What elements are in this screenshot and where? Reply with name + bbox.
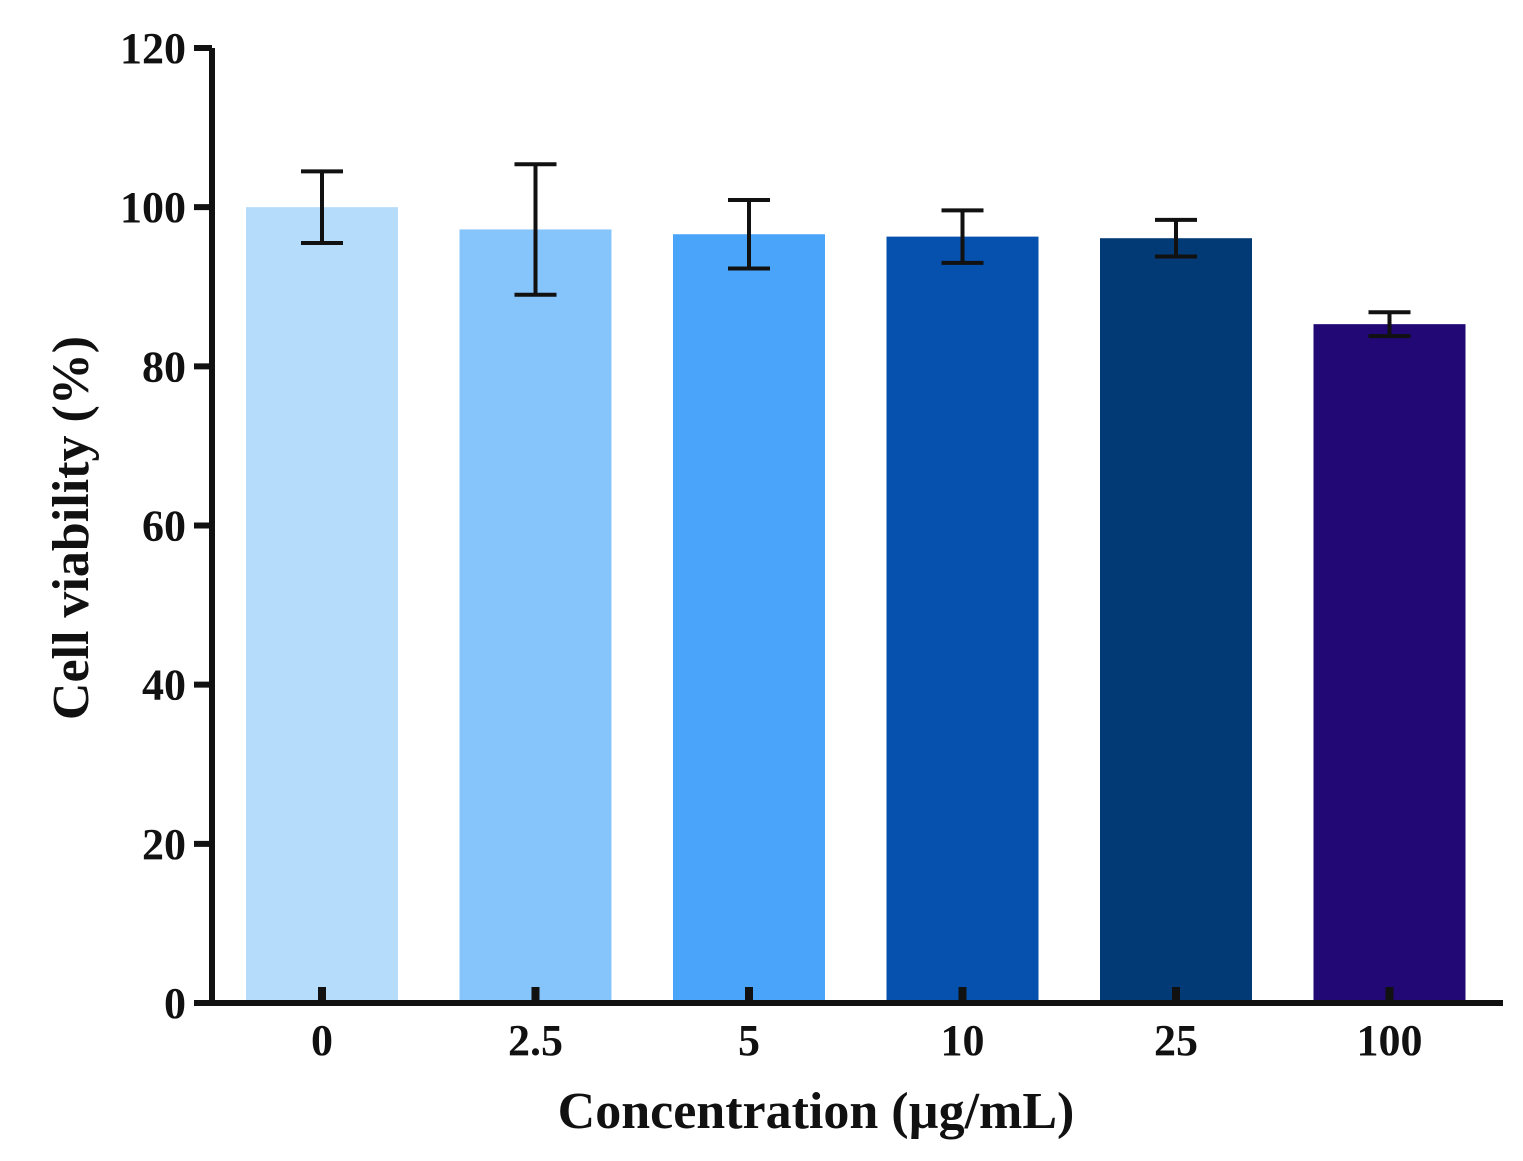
x-axis-title: Concentration (µg/mL) bbox=[558, 1083, 1075, 1140]
y-tick-label-80: 80 bbox=[142, 342, 186, 391]
y-tick-label-0: 0 bbox=[164, 979, 186, 1028]
bar-5 bbox=[673, 234, 825, 1004]
x-ticks-layer: 0 2.5 5 10 25 100 bbox=[311, 987, 1423, 1065]
x-tick-label-25: 25 bbox=[1154, 1016, 1198, 1065]
x-tick-label-0: 0 bbox=[311, 1016, 333, 1065]
x-tick-label-100: 100 bbox=[1357, 1016, 1423, 1065]
y-tick-label-100: 100 bbox=[120, 183, 186, 232]
error-bars-layer bbox=[301, 162, 1411, 339]
bar-25 bbox=[1100, 238, 1252, 1003]
x-tick-label-5: 5 bbox=[738, 1016, 760, 1065]
y-tick-label-20: 20 bbox=[142, 820, 186, 869]
error-bar-100 bbox=[1368, 310, 1411, 339]
error-bar-5 bbox=[728, 198, 770, 271]
axes-layer bbox=[209, 48, 1503, 1006]
x-tick-label-10: 10 bbox=[941, 1016, 985, 1065]
y-tick-label-120: 120 bbox=[120, 24, 186, 73]
y-tick-label-40: 40 bbox=[142, 661, 186, 710]
error-bar-2.5 bbox=[514, 162, 557, 297]
y-tick-label-60: 60 bbox=[142, 502, 186, 551]
bar-0 bbox=[246, 207, 398, 1003]
bar-10 bbox=[886, 236, 1039, 1004]
bar-2.5 bbox=[459, 229, 612, 1003]
error-bar-25 bbox=[1155, 217, 1197, 259]
error-bar-0 bbox=[301, 169, 343, 245]
bars-layer bbox=[246, 207, 1466, 1004]
y-ticks-layer: 0 20 40 60 80 100 120 bbox=[120, 24, 212, 1028]
y-axis-title: Cell viability (%) bbox=[43, 336, 100, 720]
bar-100 bbox=[1313, 324, 1466, 1003]
x-tick-label-2.5: 2.5 bbox=[508, 1016, 563, 1065]
error-bar-10 bbox=[941, 208, 984, 265]
